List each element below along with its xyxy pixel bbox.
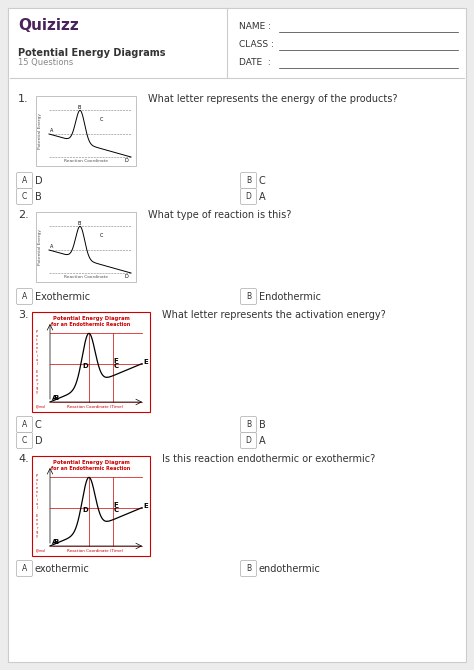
FancyBboxPatch shape (17, 417, 33, 433)
Text: Potential Energy: Potential Energy (38, 113, 42, 149)
Text: B: B (246, 420, 251, 429)
Text: 1.: 1. (18, 94, 28, 104)
Text: Is this reaction endothermic or exothermic?: Is this reaction endothermic or exotherm… (162, 454, 375, 464)
Text: C: C (259, 176, 266, 186)
Text: D: D (125, 158, 129, 163)
Text: B: B (246, 292, 251, 301)
FancyBboxPatch shape (240, 188, 256, 204)
Text: A: A (259, 192, 265, 202)
Text: kJ/mol: kJ/mol (36, 549, 46, 553)
Text: D: D (35, 176, 43, 186)
FancyBboxPatch shape (240, 561, 256, 576)
Text: A: A (22, 420, 27, 429)
Text: CLASS :: CLASS : (239, 40, 274, 49)
Text: D: D (246, 436, 251, 445)
FancyBboxPatch shape (17, 188, 33, 204)
Text: for an Endothermic Reaction: for an Endothermic Reaction (51, 322, 131, 327)
Text: Reaction Coordinate (Time): Reaction Coordinate (Time) (67, 549, 123, 553)
Text: What letter represents the energy of the products?: What letter represents the energy of the… (148, 94, 398, 104)
Text: C: C (114, 362, 119, 369)
Text: A: A (22, 292, 27, 301)
Text: Potential Energy Diagrams: Potential Energy Diagrams (18, 48, 165, 58)
Text: C: C (22, 192, 27, 201)
Text: F: F (114, 502, 118, 508)
Text: A: A (259, 436, 265, 446)
Text: Potential Energy: Potential Energy (38, 229, 42, 265)
Text: Endothermic: Endothermic (259, 291, 321, 302)
Text: DATE  :: DATE : (239, 58, 271, 67)
Text: A: A (22, 564, 27, 573)
Bar (36, 212, 136, 282)
Text: 3.: 3. (18, 310, 28, 320)
Text: B: B (35, 192, 42, 202)
Text: Reaction Coordinate (Time): Reaction Coordinate (Time) (67, 405, 123, 409)
Text: P
o
t
e
n
t
i
a
l
 
E
n
e
r
g
y: P o t e n t i a l E n e r g y (36, 474, 38, 538)
Text: E: E (143, 358, 148, 364)
Text: NAME :: NAME : (239, 22, 271, 31)
Text: B: B (53, 395, 58, 401)
FancyBboxPatch shape (17, 433, 33, 448)
FancyBboxPatch shape (17, 289, 33, 304)
FancyBboxPatch shape (17, 561, 33, 576)
Text: A: A (52, 539, 57, 545)
Text: Exothermic: Exothermic (35, 291, 90, 302)
FancyBboxPatch shape (240, 289, 256, 304)
Text: D: D (35, 436, 43, 446)
Text: D: D (82, 362, 88, 369)
FancyBboxPatch shape (240, 172, 256, 188)
FancyBboxPatch shape (17, 172, 33, 188)
Text: C: C (22, 436, 27, 445)
Text: E: E (143, 502, 148, 509)
Text: C: C (100, 233, 103, 238)
Text: C: C (35, 419, 42, 429)
Text: Reaction Coordinate: Reaction Coordinate (64, 275, 108, 279)
Text: for an Endothermic Reaction: for an Endothermic Reaction (51, 466, 131, 471)
Text: kJ/mol: kJ/mol (36, 405, 46, 409)
Text: F: F (114, 358, 118, 364)
FancyBboxPatch shape (240, 433, 256, 448)
Text: D: D (246, 192, 251, 201)
Text: B: B (78, 221, 82, 226)
Text: 2.: 2. (18, 210, 29, 220)
Text: B: B (78, 105, 82, 110)
Text: P
o
t
e
n
t
i
a
l
 
E
n
e
r
g
y: P o t e n t i a l E n e r g y (36, 330, 38, 394)
Bar (32, 312, 150, 412)
Text: 4.: 4. (18, 454, 29, 464)
Text: 15 Questions: 15 Questions (18, 58, 73, 67)
FancyBboxPatch shape (8, 8, 466, 662)
Bar (32, 456, 150, 556)
Text: C: C (100, 117, 103, 122)
Text: A: A (50, 245, 54, 249)
Text: What letter represents the activation energy?: What letter represents the activation en… (162, 310, 386, 320)
Text: D: D (82, 507, 88, 513)
Text: Quizizz: Quizizz (18, 18, 79, 33)
Text: D: D (125, 274, 129, 279)
Text: What type of reaction is this?: What type of reaction is this? (148, 210, 292, 220)
Text: A: A (22, 176, 27, 185)
Text: Potential Energy Diagram: Potential Energy Diagram (53, 460, 129, 465)
Text: B: B (53, 539, 58, 545)
Text: B: B (246, 176, 251, 185)
Text: C: C (114, 507, 119, 513)
Text: exothermic: exothermic (35, 563, 90, 574)
FancyBboxPatch shape (240, 417, 256, 433)
Text: Potential Energy Diagram: Potential Energy Diagram (53, 316, 129, 321)
Text: B: B (259, 419, 266, 429)
Text: A: A (52, 395, 57, 401)
Text: Reaction Coordinate: Reaction Coordinate (64, 159, 108, 163)
Text: A: A (50, 129, 54, 133)
Text: endothermic: endothermic (259, 563, 321, 574)
Text: B: B (246, 564, 251, 573)
Bar (36, 96, 136, 166)
